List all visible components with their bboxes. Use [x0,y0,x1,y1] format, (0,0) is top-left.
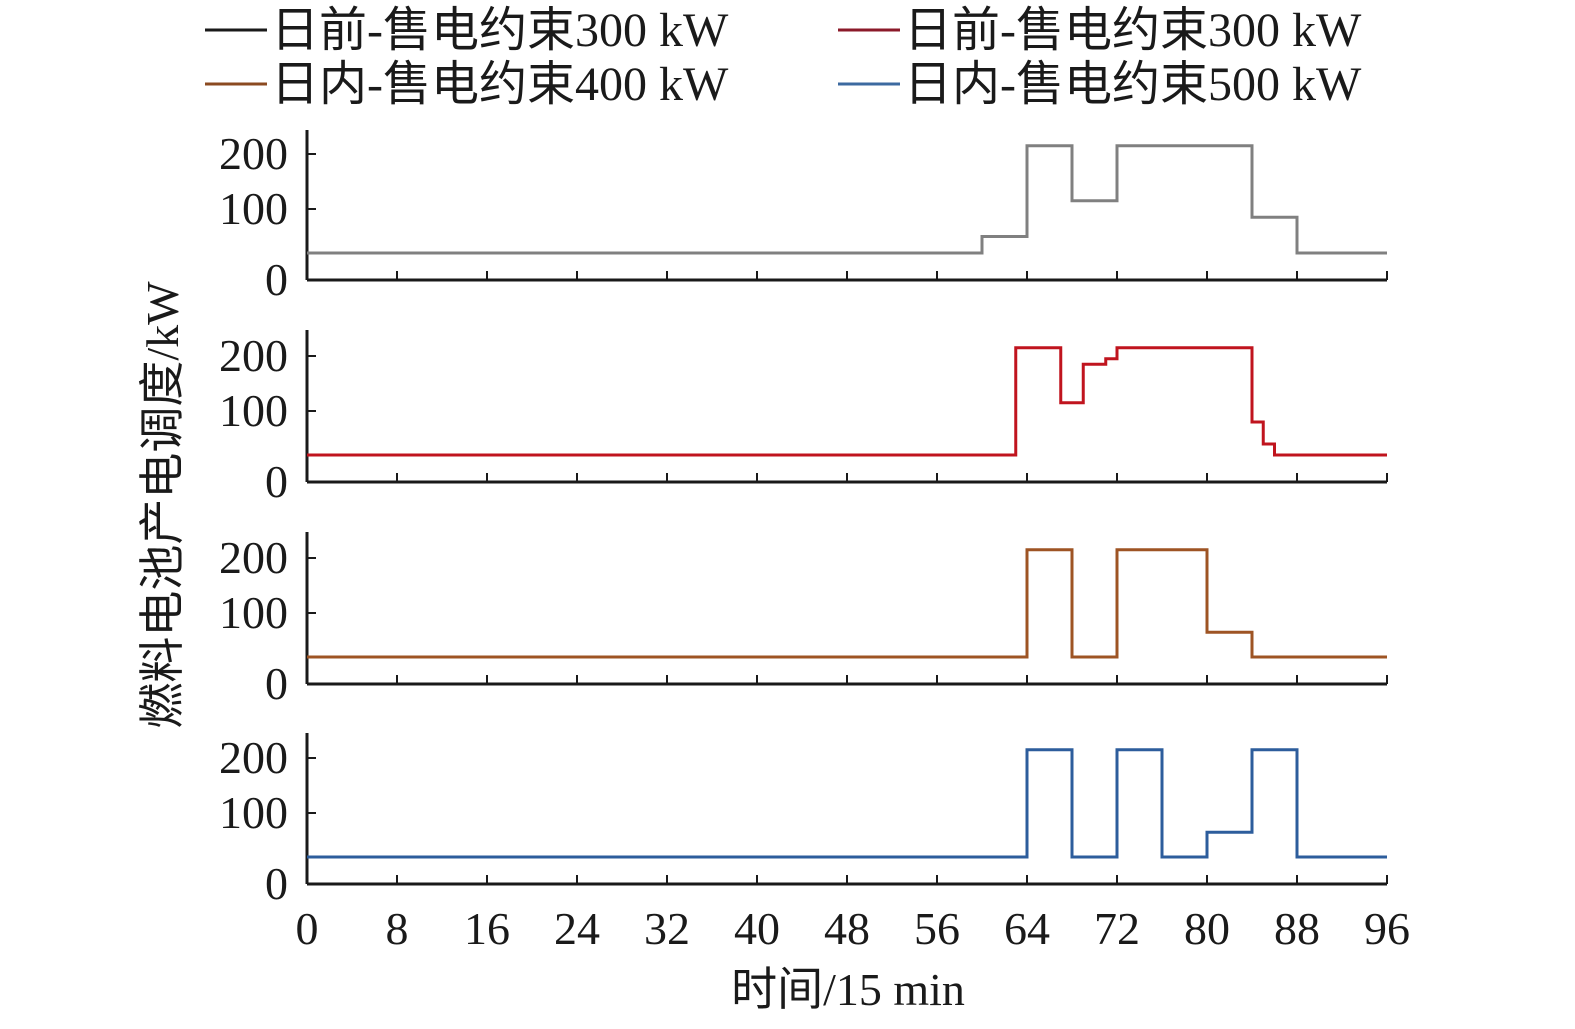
x-tick-label-40: 40 [734,903,780,954]
x-tick-label-80: 80 [1184,903,1230,954]
y-tick-label-2-0: 0 [265,658,288,709]
x-tick-label-32: 32 [644,903,690,954]
x-axis-title: 时间/15 min [731,964,965,1015]
series-line-3 [307,748,1387,859]
x-tick-label-8: 8 [386,903,409,954]
x-axis: 0 8 16 24 32 40 48 56 64 72 80 88 96 [296,903,1411,954]
y-tick-label-0-0: 0 [265,254,288,305]
legend-label-0: 日前-售电约束300 kW [271,4,729,57]
y-tick-label-1-100: 100 [219,385,288,436]
x-tick-label-88: 88 [1274,903,1320,954]
legend-label-2: 日内-售电约束400 kW [271,58,729,111]
y-tick-label-3-100: 100 [219,787,288,838]
x-tick-label-0: 0 [296,903,319,954]
y-tick-label-0-200: 200 [219,128,288,179]
x-tick-label-64: 64 [1004,903,1050,954]
x-tick-label-96: 96 [1364,903,1410,954]
series-line-2 [307,548,1387,659]
y-tick-label-3-200: 200 [219,732,288,783]
x-tick-label-72: 72 [1094,903,1140,954]
y-tick-label-3-0: 0 [265,858,288,909]
x-tick-label-16: 16 [464,903,510,954]
y-tick-label-1-200: 200 [219,330,288,381]
y-tick-label-2-100: 100 [219,587,288,638]
series-line-1 [307,346,1387,457]
x-tick-label-24: 24 [554,903,600,954]
y-tick-label-1-0: 0 [265,456,288,507]
series-line-0 [307,144,1387,255]
y-tick-label-2-200: 200 [219,532,288,583]
legend-label-1: 日前-售电约束300 kW [904,4,1362,57]
y-tick-label-0-100: 100 [219,183,288,234]
legend-label-3: 日内-售电约束500 kW [904,58,1362,111]
x-tick-label-56: 56 [914,903,960,954]
x-tick-label-48: 48 [824,903,870,954]
y-axis-title: 燃料电池产电调度/kW [137,281,188,729]
